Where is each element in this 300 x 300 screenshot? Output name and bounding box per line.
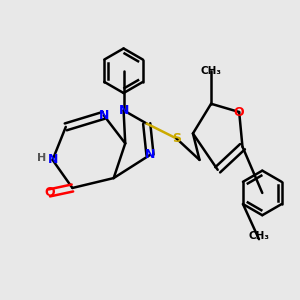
Text: N: N [99, 109, 109, 122]
Text: N: N [47, 153, 58, 167]
Text: N: N [145, 148, 155, 161]
Text: O: O [234, 106, 244, 118]
Text: O: O [44, 186, 55, 200]
Text: H: H [37, 153, 46, 164]
Text: CH₃: CH₃ [201, 66, 222, 76]
Text: S: S [172, 132, 181, 145]
Text: N: N [118, 104, 129, 117]
Text: CH₃: CH₃ [248, 231, 269, 241]
